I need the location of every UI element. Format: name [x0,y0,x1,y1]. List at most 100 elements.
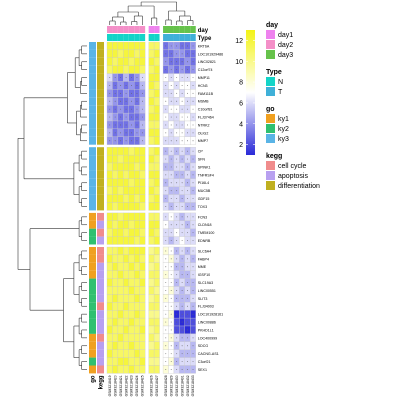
cell-marker [109,100,111,102]
cell-marker [114,77,116,79]
heatmap-cell [106,65,113,74]
go-annotation-cell [89,365,96,374]
go-annotation-cell [89,318,96,326]
heatmap-cell [153,246,160,256]
cell-marker [187,166,189,168]
cell-marker [170,274,172,276]
cell-marker [125,108,127,110]
cell-marker [181,290,183,291]
heatmap-cell [112,325,119,335]
heatmap-cell [134,65,140,74]
go-annotation-cell [89,194,96,203]
cell-marker [125,140,127,142]
heatmap-cell [128,246,135,256]
heatmap-cell [148,236,155,245]
cell-marker [176,132,178,134]
kegg-annotation-cell [97,247,104,255]
kegg-annotation-cell [97,318,104,326]
cell-marker [181,85,183,86]
heatmap-cell [112,294,119,303]
cell-marker [176,174,178,176]
cell-marker [170,250,172,252]
cell-marker [170,224,172,226]
cell-marker [187,92,189,94]
cell-marker [181,198,183,199]
heatmap-cell [123,202,129,211]
heatmap-cell [139,286,146,295]
cell-marker [192,116,194,118]
cell-marker [176,337,178,339]
cell-marker [192,345,194,347]
row-label: FAM111B [198,92,214,96]
heatmap-cell [128,325,135,335]
cell-marker [187,321,189,323]
row-label: CACNG-AS1 [198,352,219,356]
color-scale-tick-label: 4 [239,121,243,128]
type-annotation-cell [168,34,174,41]
heatmap-cell [123,357,129,366]
kegg-annotation-cell [97,294,104,303]
legend-entry-label: T [278,89,283,96]
go-annotation-cell [89,65,96,74]
cell-marker [176,116,178,118]
cell-marker [181,282,183,283]
heatmap-cell [123,349,129,358]
cell-marker [170,116,172,118]
kegg-annotation-cell [97,178,104,187]
cell-marker [192,216,194,218]
heatmap-cell [112,220,119,229]
heatmap-cell [117,365,124,374]
heatmap-cell [153,65,160,74]
kegg-annotation-cell [97,254,104,263]
day-annotation-cell [107,26,113,33]
heatmap-cell [112,147,119,156]
cell-marker [170,258,172,260]
row-label: MMP7 [198,139,208,143]
heatmap-cell [117,302,124,311]
heatmap-cell [117,154,124,164]
heatmap-cell [134,294,140,303]
heatmap-cell [128,254,135,263]
heatmap-cell [112,154,119,164]
color-scale-tick-label: 10 [235,59,243,66]
heatmap-cell [134,317,140,327]
cell-marker [176,158,178,160]
kegg-annotation-cell [97,341,104,350]
cell-marker [181,297,183,299]
cell-marker [192,321,194,323]
legend-swatch [266,161,275,170]
cell-marker [192,369,194,370]
heatmap-cell [148,41,155,51]
cell-marker [141,108,143,110]
cell-marker [136,100,138,102]
row-label: LOC101928161 [198,313,223,317]
cell-marker [170,124,172,126]
heatmap-cell [106,310,113,319]
heatmap-cell [153,294,160,303]
go-annotation-cell [89,147,96,156]
cell-marker [181,274,183,276]
heatmap-cell [117,254,124,263]
cell-marker [192,232,194,234]
heatmap-cell [153,81,160,90]
heatmap-cell [112,278,119,287]
heatmap-cell [134,154,140,164]
cell-marker [131,92,132,94]
row-label: MME [198,265,207,269]
heatmap-cell [123,65,129,74]
go-annotation-cell [89,170,96,179]
cell-marker [176,140,178,142]
heatmap-cell [117,317,124,327]
legend-swatch [266,134,275,143]
heatmap-cell [148,49,155,58]
heatmap-cell [106,228,113,237]
cell-marker [165,206,167,207]
row-label: OLIG2 [198,131,209,135]
cell-marker [165,329,167,331]
heatmap-cell [139,41,146,51]
cell-marker [187,77,189,79]
heatmap-cell [128,302,135,311]
legend-entry-label: cell cycle [278,163,307,170]
heatmap-cell [139,325,146,335]
row-label: TNFRSF4 [198,173,214,177]
